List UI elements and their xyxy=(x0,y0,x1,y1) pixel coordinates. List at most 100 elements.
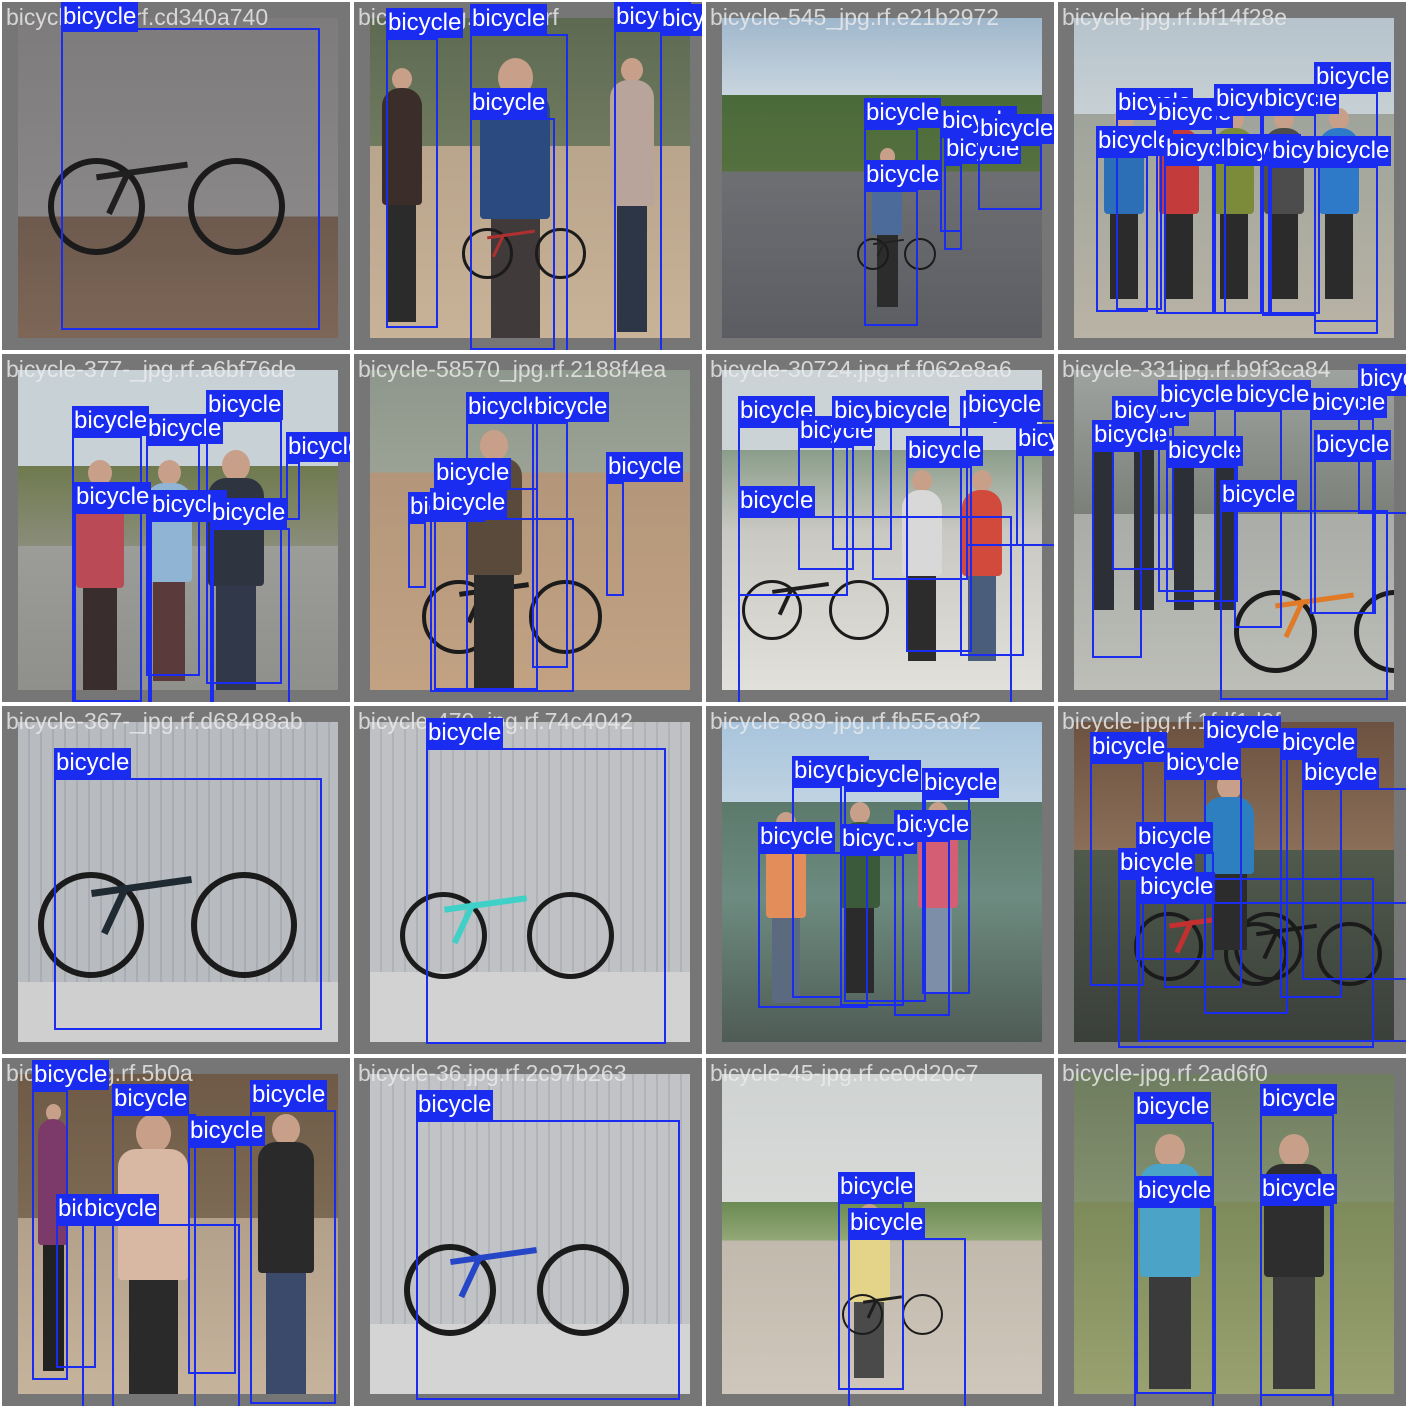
detection-label: bicycle xyxy=(82,1194,160,1224)
detection-label: bicycle xyxy=(210,498,288,528)
wheel-shape xyxy=(842,1294,884,1336)
person-head xyxy=(850,802,870,824)
detection-box xyxy=(386,38,438,328)
detection-box xyxy=(1314,166,1378,334)
detection-label: bicycle xyxy=(430,488,508,518)
wheel-shape xyxy=(535,228,586,279)
detection-box xyxy=(1112,426,1174,570)
wheel-shape xyxy=(404,1244,496,1336)
detection-box xyxy=(56,1224,96,1368)
tile-photo xyxy=(18,1074,338,1394)
person-head xyxy=(157,460,181,486)
person-head xyxy=(222,450,250,481)
mosaic-tile: bicycle-_jpg.rf.cd340a740bicycle xyxy=(2,2,350,350)
person-legs xyxy=(968,575,996,661)
person-legs xyxy=(216,586,256,690)
detection-box xyxy=(1164,164,1214,314)
detection-box xyxy=(1270,166,1320,314)
detection-label: bicycle xyxy=(206,390,284,420)
mosaic-tile: bicycle-jpg.rf.5b0abicyclebicyclebicycle… xyxy=(2,1058,350,1406)
detection-label: bicycle xyxy=(1090,732,1168,762)
person-legs xyxy=(616,206,648,332)
detection-box xyxy=(210,528,290,702)
detection-box xyxy=(206,420,282,684)
person-head xyxy=(621,58,643,83)
person-head xyxy=(1279,1134,1309,1167)
mosaic-tile: bicycle-jpg.rf.9f4g.rfbicyclebicyclebicy… xyxy=(354,2,702,350)
detection-label: bicycle xyxy=(864,160,942,190)
detection-label: bicycle xyxy=(1016,424,1054,454)
detection-box xyxy=(1224,164,1270,314)
mosaic-tile: bicycle-470_jpg.rf.74c4042bicycle xyxy=(354,706,702,1054)
person-legs xyxy=(1325,213,1353,299)
person-body xyxy=(610,80,654,206)
detection-box xyxy=(82,1224,240,1406)
tile-photo xyxy=(18,18,338,338)
detection-label: bicycle xyxy=(844,760,922,790)
detection-box xyxy=(906,466,972,652)
detection-box xyxy=(848,1238,966,1406)
detection-box xyxy=(1116,118,1162,310)
detection-label: bicycle xyxy=(286,432,350,462)
detection-box xyxy=(1138,902,1406,1042)
tile-filename: bicycle-30724.jpg.rf.f062e8a6 xyxy=(710,356,1012,382)
tile-filename: bicycle-331jpg.rf.b9f3ca84 xyxy=(1062,356,1331,382)
detection-layer: bicycle xyxy=(354,706,702,1054)
detection-box xyxy=(1092,450,1142,658)
detection-label: bicycle xyxy=(74,482,152,512)
detection-layer: bicyclebicyclebicyclebicyclebicyclebicyc… xyxy=(354,354,702,702)
detection-label: bicycle xyxy=(1204,716,1282,746)
detection-label: bicycle xyxy=(1302,758,1380,788)
tile-photo xyxy=(370,722,690,1042)
mosaic-tile: bicycle-36.jpg.rf.2c97b263 bicycle xyxy=(354,1058,702,1406)
person-legs xyxy=(1110,213,1138,299)
detection-label: bicycle xyxy=(1134,1092,1212,1122)
mosaic-tile: bicycle-377-_jpg.rf.a6bf76de bicycle bicyc… xyxy=(2,354,350,702)
detection-box xyxy=(146,444,200,676)
mosaic-tile: bicycle-545_jpg.rf.e21b2972 bicycle bicycl… xyxy=(706,2,1054,350)
wheel-shape xyxy=(400,892,488,980)
detection-box xyxy=(844,790,926,1002)
tile-filename: bicycle-58570_jpg.rf.2188f4ea xyxy=(358,356,667,382)
person-head xyxy=(88,460,112,487)
detection-box xyxy=(864,190,918,326)
floor-shape xyxy=(370,972,690,1042)
person-legs xyxy=(152,582,186,681)
person-legs xyxy=(42,1245,64,1371)
detection-label: bicycle xyxy=(1280,728,1358,758)
detection-layer: bicycle xyxy=(2,706,350,1054)
detection-box xyxy=(1118,878,1374,1048)
detection-box xyxy=(426,748,666,1044)
detection-label: bicycle xyxy=(1138,872,1216,902)
detection-box xyxy=(944,164,962,250)
person-legs xyxy=(924,907,952,993)
wheel-shape xyxy=(1317,922,1382,987)
detection-label: bicycle xyxy=(1358,364,1406,394)
person-legs xyxy=(1273,1276,1315,1389)
mosaic-tile: bicycle-jpg.rf.1fdf1d0f bicycle bicycle bic… xyxy=(1058,706,1406,1054)
mosaic-tile: bicycle-331jpg.rf.b9f3ca84 bicycle bicycle… xyxy=(1058,354,1406,702)
wheel-shape xyxy=(526,892,615,980)
detection-label: bicycle xyxy=(848,1208,926,1238)
detection-box xyxy=(922,798,970,994)
detection-label: bicycle xyxy=(54,748,132,778)
detection-box xyxy=(1096,156,1148,312)
detection-box xyxy=(1358,394,1406,514)
detection-label: bicycle xyxy=(978,114,1054,144)
detection-label: bicycle xyxy=(1314,430,1392,460)
wheel-shape xyxy=(191,872,298,978)
person-legs xyxy=(388,205,416,322)
detection-label: bicycle xyxy=(112,1084,190,1114)
detection-label: bicycle xyxy=(894,810,972,840)
detection-label: bicycle xyxy=(1158,380,1236,410)
person-legs xyxy=(83,587,117,690)
person-legs xyxy=(908,575,936,661)
detection-label: bicycle xyxy=(434,458,512,488)
tile-filename: bicycle-367-_jpg.rf.d68488ab xyxy=(6,708,303,734)
rack-shape xyxy=(1094,440,1114,610)
detection-label: bicycle xyxy=(1234,380,1312,410)
floor-shape xyxy=(18,982,338,1042)
